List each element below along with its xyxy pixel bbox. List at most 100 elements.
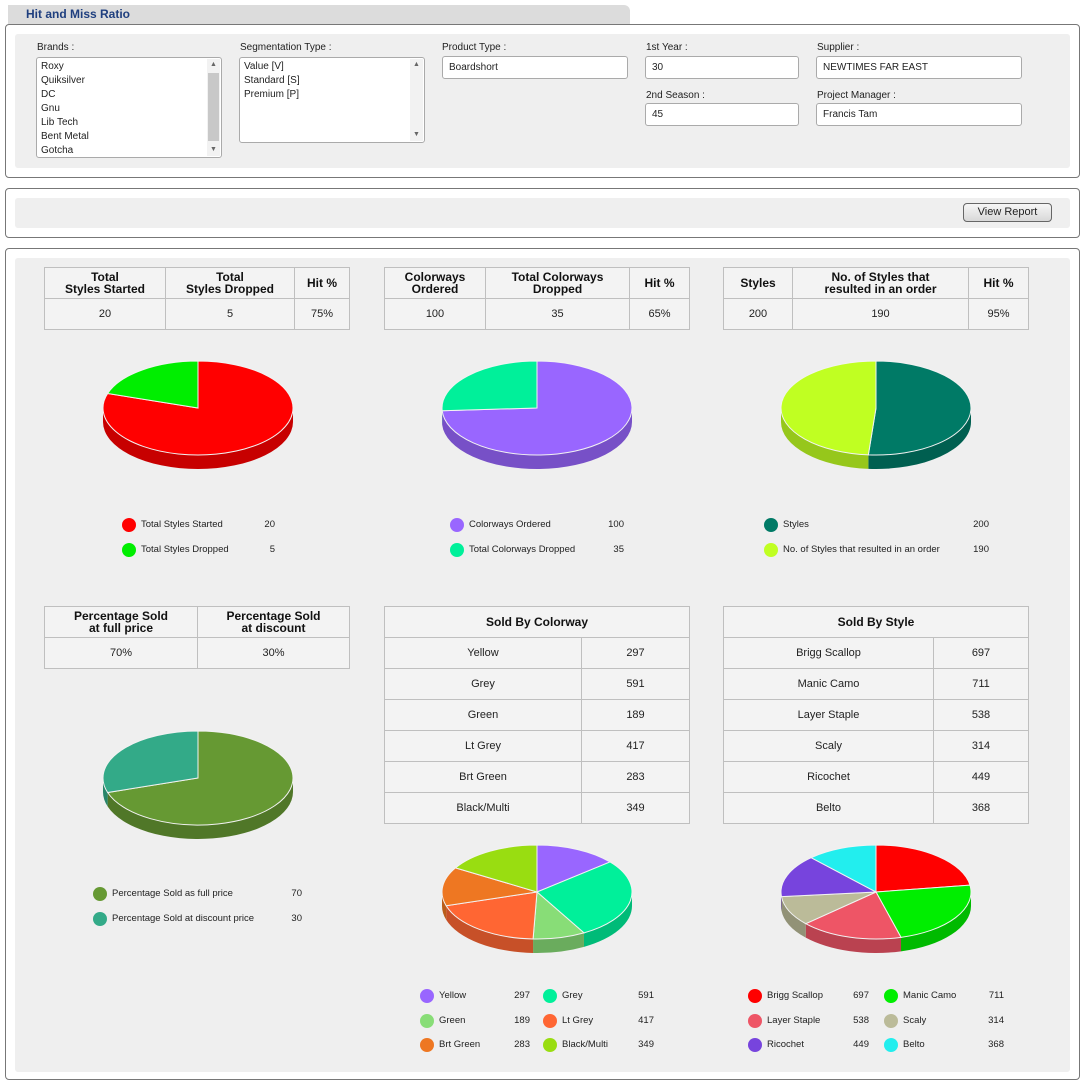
- legend-item: Scaly 314: [884, 1014, 1004, 1028]
- table-cell: 349: [581, 792, 690, 824]
- table-cell: Ricochet: [723, 761, 934, 793]
- legend-swatch: [543, 989, 557, 1003]
- table-cell: Manic Camo: [723, 668, 934, 700]
- scroll-up-icon[interactable]: ▲: [413, 61, 420, 68]
- brands-scrollbar[interactable]: ▲ ▼: [207, 59, 220, 156]
- legend-swatch: [543, 1038, 557, 1052]
- table-header: Percentage Sold at full price: [44, 606, 198, 638]
- legend-swatch: [764, 543, 778, 557]
- legend-item: Layer Staple 538: [748, 1014, 869, 1028]
- legend-label: Black/Multi: [562, 1039, 608, 1050]
- table-header: Total Styles Started: [44, 267, 166, 299]
- legend-swatch: [122, 518, 136, 532]
- project-manager-field[interactable]: Francis Tam: [816, 103, 1022, 126]
- table-cell: Layer Staple: [723, 699, 934, 731]
- table-cell: 190: [792, 298, 969, 330]
- legend-swatch: [93, 912, 107, 926]
- brand-option[interactable]: Gnu: [41, 103, 60, 114]
- table-row: Yellow 297: [384, 637, 690, 669]
- table-row: Belto 368: [723, 792, 1029, 824]
- legend-value: 417: [638, 1015, 654, 1026]
- table-cell: 20: [44, 298, 166, 330]
- legend-label: Styles: [783, 519, 809, 530]
- legend-item: Belto 368: [884, 1038, 1004, 1052]
- second-season-field[interactable]: 45: [645, 103, 799, 126]
- table-cell: 35: [485, 298, 630, 330]
- product-type-field[interactable]: Boardshort: [442, 56, 628, 79]
- legend-label: Scaly: [903, 1015, 927, 1026]
- brand-option[interactable]: Gotcha: [41, 145, 74, 156]
- legend-swatch: [420, 989, 434, 1003]
- brand-option[interactable]: Lib Tech: [41, 117, 79, 128]
- legend-swatch: [543, 1014, 557, 1028]
- supplier-field[interactable]: NEWTIMES FAR EAST: [816, 56, 1022, 79]
- colorways-hit-table: Colorways Ordered Total Colorways Droppe…: [384, 267, 690, 330]
- table-row: Lt Grey 417: [384, 730, 690, 762]
- table-row: Green 189: [384, 699, 690, 731]
- brand-option[interactable]: DC: [41, 89, 56, 100]
- table-cell: 30%: [197, 637, 350, 669]
- legend-label: Total Colorways Dropped: [469, 544, 576, 555]
- legend-label: Total Styles Started: [141, 519, 223, 530]
- second-season-label: 2nd Season :: [646, 90, 705, 101]
- scroll-down-icon[interactable]: ▼: [210, 146, 217, 153]
- legend-value: 70: [291, 888, 302, 899]
- legend-item: Percentage Sold as full price 70: [93, 887, 302, 901]
- segmentation-option[interactable]: Premium [P]: [244, 89, 300, 100]
- table-cell: 189: [581, 699, 690, 731]
- brand-option[interactable]: Quiksilver: [41, 75, 85, 86]
- legend-item: Yellow 297: [420, 989, 530, 1003]
- table-cell: 538: [933, 699, 1029, 731]
- scroll-up-icon[interactable]: ▲: [210, 61, 217, 68]
- view-report-button[interactable]: View Report: [963, 203, 1052, 222]
- legend-swatch: [420, 1038, 434, 1052]
- table-cell: 5: [165, 298, 295, 330]
- product-type-label: Product Type :: [442, 42, 507, 53]
- segmentation-option[interactable]: Standard [S]: [244, 75, 300, 86]
- brands-listbox[interactable]: Roxy Quiksilver DC Gnu Lib Tech Bent Met…: [36, 57, 222, 158]
- table-row: Layer Staple 538: [723, 699, 1029, 731]
- project-manager-label: Project Manager :: [817, 90, 896, 101]
- legend-value: 189: [514, 1015, 530, 1026]
- legend-value: 190: [973, 544, 989, 555]
- legend-item: Black/Multi 349: [543, 1038, 654, 1052]
- segmentation-listbox[interactable]: Value [V] Standard [S] Premium [P] ▲ ▼: [239, 57, 425, 143]
- legend-swatch: [93, 887, 107, 901]
- legend-value: 314: [988, 1015, 1004, 1026]
- sold-percentage-table: Percentage Sold at full price Percentage…: [44, 606, 350, 669]
- table-cell: 75%: [294, 298, 350, 330]
- sold-by-style-table: Sold By Style Brigg Scallop 697 Manic Camo…: [723, 606, 1029, 824]
- page-title-tab: Hit and Miss Ratio: [8, 5, 630, 25]
- legend-value: 297: [514, 990, 530, 1001]
- first-year-label: 1st Year :: [646, 42, 688, 53]
- legend-item: Brt Green 283: [420, 1038, 530, 1052]
- table-cell: Scaly: [723, 730, 934, 762]
- table-cell: 70%: [44, 637, 198, 669]
- supplier-label: Supplier :: [817, 42, 860, 53]
- legend-label: Belto: [903, 1039, 925, 1050]
- segmentation-option[interactable]: Value [V]: [244, 61, 284, 72]
- brand-option[interactable]: Roxy: [41, 61, 64, 72]
- scroll-thumb[interactable]: [208, 73, 219, 141]
- table-header: Hit %: [968, 267, 1029, 299]
- table-cell: 283: [581, 761, 690, 793]
- brand-option[interactable]: Bent Metal: [41, 131, 89, 142]
- table-header: Total Colorways Dropped: [485, 267, 630, 299]
- legend-value: 30: [291, 913, 302, 924]
- first-year-field[interactable]: 30: [645, 56, 799, 79]
- brands-label: Brands :: [37, 42, 75, 53]
- legend-label: Grey: [562, 990, 583, 1001]
- orders-hit-table: Styles No. of Styles that resulted in an…: [723, 267, 1029, 330]
- table-cell: Lt Grey: [384, 730, 582, 762]
- legend-item: Total Colorways Dropped 35: [450, 543, 624, 557]
- legend-label: Percentage Sold at discount price: [112, 913, 255, 924]
- legend-swatch: [450, 543, 464, 557]
- legend-swatch: [748, 1014, 762, 1028]
- scroll-down-icon[interactable]: ▼: [413, 131, 420, 138]
- legend-item: Total Styles Dropped 5: [122, 543, 275, 557]
- table-cell: Black/Multi: [384, 792, 582, 824]
- segmentation-scrollbar[interactable]: ▲ ▼: [410, 59, 423, 141]
- table-header: Sold By Colorway: [384, 606, 690, 638]
- legend-label: No. of Styles that resulted in an order: [783, 544, 940, 555]
- legend-swatch: [884, 1038, 898, 1052]
